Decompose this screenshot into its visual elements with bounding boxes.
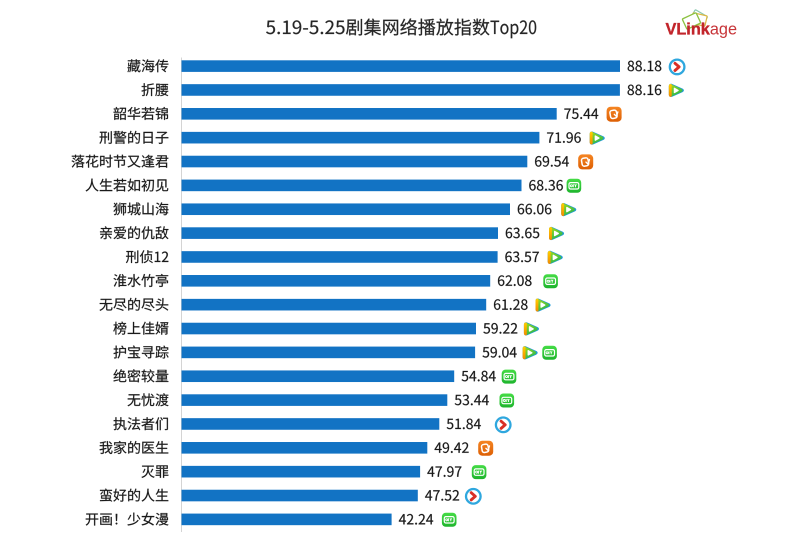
svg-text:VLinkage: VLinkage [666,21,738,39]
